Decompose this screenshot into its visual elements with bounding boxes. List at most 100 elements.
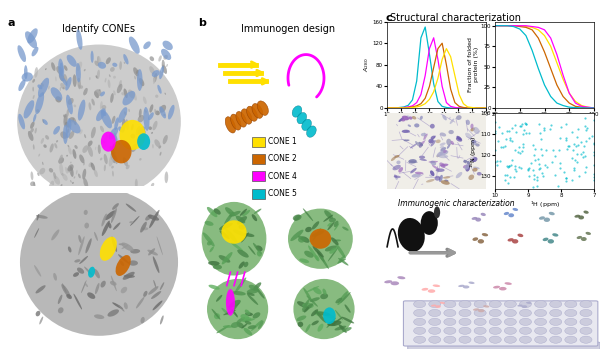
Ellipse shape bbox=[288, 208, 353, 269]
Point bbox=[589, 140, 599, 146]
Ellipse shape bbox=[35, 285, 46, 293]
Ellipse shape bbox=[80, 85, 83, 89]
Ellipse shape bbox=[106, 134, 107, 139]
Ellipse shape bbox=[577, 236, 582, 239]
Ellipse shape bbox=[101, 110, 112, 129]
Ellipse shape bbox=[489, 301, 501, 307]
Point bbox=[502, 129, 512, 134]
Ellipse shape bbox=[439, 175, 443, 182]
Point bbox=[553, 183, 563, 189]
Ellipse shape bbox=[64, 74, 68, 84]
Ellipse shape bbox=[466, 120, 470, 125]
Ellipse shape bbox=[520, 336, 532, 343]
Ellipse shape bbox=[472, 168, 478, 172]
Ellipse shape bbox=[120, 261, 124, 266]
Point bbox=[515, 123, 525, 129]
Ellipse shape bbox=[134, 76, 136, 80]
Point bbox=[559, 170, 568, 175]
Ellipse shape bbox=[82, 145, 88, 153]
Ellipse shape bbox=[238, 225, 245, 230]
Ellipse shape bbox=[466, 165, 470, 172]
Ellipse shape bbox=[62, 78, 67, 86]
Ellipse shape bbox=[48, 86, 50, 89]
Ellipse shape bbox=[314, 311, 323, 316]
Ellipse shape bbox=[549, 212, 555, 215]
Point bbox=[589, 177, 599, 183]
Ellipse shape bbox=[61, 173, 64, 176]
Ellipse shape bbox=[66, 155, 68, 157]
Ellipse shape bbox=[290, 230, 304, 241]
Ellipse shape bbox=[307, 126, 316, 137]
Ellipse shape bbox=[49, 168, 53, 172]
Ellipse shape bbox=[139, 78, 145, 86]
Point bbox=[554, 147, 564, 153]
Ellipse shape bbox=[135, 179, 138, 188]
Ellipse shape bbox=[209, 247, 214, 252]
Ellipse shape bbox=[444, 301, 456, 307]
Ellipse shape bbox=[37, 172, 40, 176]
Ellipse shape bbox=[130, 216, 140, 226]
Ellipse shape bbox=[252, 214, 257, 221]
Ellipse shape bbox=[565, 318, 577, 325]
Ellipse shape bbox=[226, 289, 235, 316]
Point bbox=[502, 136, 511, 142]
Ellipse shape bbox=[299, 258, 309, 263]
Ellipse shape bbox=[73, 74, 77, 87]
Ellipse shape bbox=[133, 67, 139, 76]
Ellipse shape bbox=[72, 182, 74, 184]
Text: Identify CONEs: Identify CONEs bbox=[62, 24, 136, 35]
Point bbox=[523, 167, 532, 173]
Ellipse shape bbox=[517, 305, 523, 307]
Ellipse shape bbox=[60, 184, 62, 187]
Point bbox=[571, 143, 581, 149]
Ellipse shape bbox=[24, 65, 28, 79]
Point bbox=[568, 147, 578, 153]
Ellipse shape bbox=[154, 109, 157, 114]
Ellipse shape bbox=[154, 73, 157, 82]
Ellipse shape bbox=[60, 83, 65, 90]
Point bbox=[524, 173, 534, 179]
Ellipse shape bbox=[152, 301, 163, 310]
Ellipse shape bbox=[97, 69, 100, 79]
Point bbox=[580, 123, 590, 129]
Ellipse shape bbox=[91, 162, 92, 166]
Point bbox=[556, 160, 565, 166]
Point bbox=[530, 152, 539, 158]
Point bbox=[572, 159, 582, 165]
Ellipse shape bbox=[489, 318, 501, 325]
Ellipse shape bbox=[30, 122, 35, 129]
Ellipse shape bbox=[512, 208, 518, 211]
Ellipse shape bbox=[446, 139, 451, 145]
Ellipse shape bbox=[78, 174, 81, 178]
Ellipse shape bbox=[53, 176, 60, 185]
Point bbox=[589, 149, 599, 155]
Ellipse shape bbox=[79, 85, 80, 88]
Ellipse shape bbox=[100, 126, 104, 132]
Ellipse shape bbox=[112, 116, 115, 124]
Ellipse shape bbox=[304, 288, 312, 301]
Ellipse shape bbox=[434, 206, 440, 218]
Ellipse shape bbox=[219, 223, 233, 230]
Ellipse shape bbox=[253, 312, 260, 319]
Ellipse shape bbox=[306, 286, 319, 292]
Ellipse shape bbox=[413, 301, 425, 307]
Point bbox=[507, 138, 517, 144]
Ellipse shape bbox=[130, 249, 140, 253]
Ellipse shape bbox=[85, 238, 92, 253]
Ellipse shape bbox=[550, 318, 562, 325]
Point bbox=[550, 172, 559, 178]
Ellipse shape bbox=[392, 165, 401, 170]
Ellipse shape bbox=[73, 149, 76, 159]
Ellipse shape bbox=[113, 222, 121, 230]
Ellipse shape bbox=[398, 167, 403, 172]
Point bbox=[537, 170, 547, 176]
Ellipse shape bbox=[398, 218, 425, 252]
Ellipse shape bbox=[123, 157, 128, 166]
Ellipse shape bbox=[112, 203, 119, 210]
Ellipse shape bbox=[124, 275, 135, 278]
Ellipse shape bbox=[112, 63, 118, 67]
Ellipse shape bbox=[535, 301, 547, 307]
Ellipse shape bbox=[236, 112, 247, 127]
Ellipse shape bbox=[583, 211, 589, 214]
Ellipse shape bbox=[62, 87, 64, 89]
